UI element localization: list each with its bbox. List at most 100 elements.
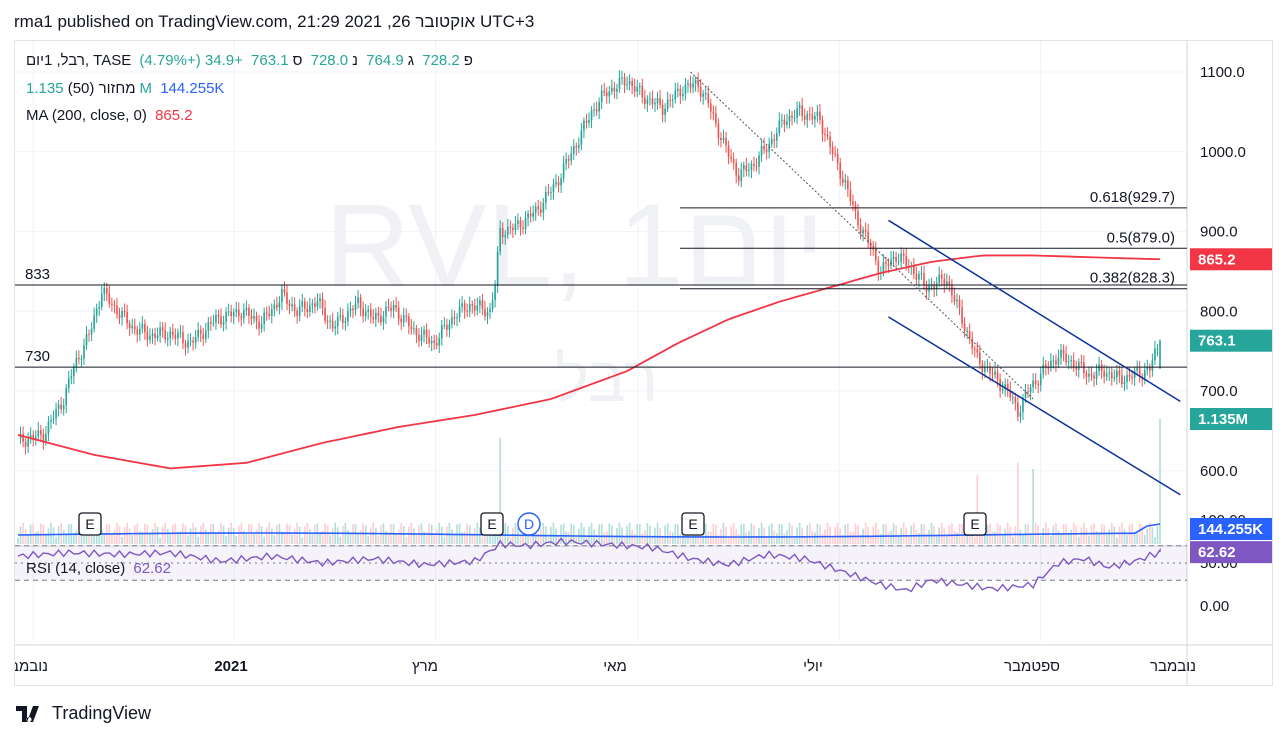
volume-bar — [1060, 533, 1062, 544]
candle-body — [826, 135, 829, 137]
candle-body — [230, 311, 232, 317]
candle-body — [633, 86, 636, 92]
published-header: rma1 published on TradingView.com, 21:29… — [14, 12, 535, 31]
candle-body — [651, 98, 654, 105]
volume-bar — [131, 535, 134, 544]
volume-bar — [397, 529, 400, 544]
volume-bar — [928, 530, 930, 544]
volume-bar — [423, 531, 425, 544]
candle-body — [385, 306, 387, 317]
fib-label: 0.618(929.7) — [1090, 189, 1175, 206]
volume-bar — [1085, 528, 1088, 544]
candle-body — [1121, 375, 1123, 385]
volume-bar — [159, 537, 161, 544]
candle-body — [552, 184, 555, 193]
volume-bar — [270, 528, 273, 544]
time-tick-label: מרץ — [412, 658, 438, 675]
candle-body — [260, 323, 263, 329]
candle-body — [40, 430, 42, 435]
candle-body — [900, 253, 902, 262]
candle-body — [1088, 373, 1090, 377]
candle-body — [1085, 373, 1088, 377]
candle-body — [407, 316, 410, 327]
candle-body — [1024, 391, 1027, 398]
chart-canvas[interactable]: RVL, 1יום רבל 833 730 0.618(929.7) 0.5(879… — [2, 41, 1272, 685]
time-axis[interactable]: נובמבר 2021 מרץ מאי יולי ספטמבר נובמבר — [2, 644, 1272, 675]
candle-body — [1006, 384, 1009, 390]
candle-body — [496, 251, 499, 286]
candle-body — [801, 105, 803, 117]
candle-body — [1133, 370, 1136, 379]
volume-bar — [872, 526, 875, 544]
volume-bar — [925, 533, 928, 544]
candle-body — [100, 293, 103, 307]
candle-body — [765, 149, 768, 152]
candle-body — [715, 113, 717, 124]
volume-bar — [732, 522, 735, 544]
candle-body — [298, 306, 301, 316]
candle-body — [644, 97, 646, 104]
candle-body — [111, 303, 113, 305]
rsi-badge — [1190, 541, 1272, 564]
volume-bar — [1146, 528, 1149, 544]
candle-body — [349, 308, 352, 311]
volume-bar — [1105, 534, 1108, 544]
volume-bar — [1090, 525, 1093, 544]
price-tick-label: 800.0 — [1200, 303, 1238, 320]
candle-body — [1039, 373, 1042, 386]
volume-bar — [864, 522, 867, 544]
candle-body — [1143, 369, 1146, 379]
candle-body — [1050, 360, 1052, 368]
volume-bar — [1017, 462, 1019, 544]
candle-body — [316, 301, 319, 307]
candle-body — [862, 229, 864, 234]
low-label: נ — [352, 52, 358, 69]
volume-bar — [1138, 523, 1141, 544]
price-axis[interactable]: 1100.01000.0900.0800.0700.0600.0100.0050… — [1190, 64, 1272, 615]
volume-bar — [882, 524, 885, 544]
volume-bar — [806, 525, 809, 544]
trend-drawings[interactable] — [690, 71, 1181, 496]
candle-body — [392, 305, 395, 311]
volume-bar — [892, 523, 895, 544]
volume-bar — [321, 531, 324, 544]
candle-body — [448, 324, 451, 330]
candle-body — [314, 303, 316, 307]
candle-body — [217, 314, 220, 317]
volume-bar — [369, 527, 372, 544]
candle-body — [159, 327, 161, 336]
volume-bar — [326, 525, 329, 544]
volume-bar — [1067, 533, 1070, 544]
candle-body — [479, 300, 481, 306]
candle-body — [1029, 387, 1032, 393]
volume-bar — [314, 524, 316, 544]
volume-bar — [956, 532, 958, 544]
volume-bar — [100, 530, 103, 544]
candle-body — [73, 366, 75, 377]
candle-body — [697, 79, 699, 87]
volume-bar — [128, 528, 131, 544]
volume-bar — [171, 524, 174, 544]
tradingview-footer[interactable]: TradingView — [16, 703, 151, 724]
volume-bar — [1075, 525, 1078, 544]
candle-body — [265, 312, 268, 314]
candle-body — [1110, 372, 1113, 379]
candle-body — [1131, 376, 1133, 379]
candle-body — [918, 274, 920, 280]
chart-frame[interactable]: RVL, 1יום רבל 833 730 0.618(929.7) 0.5(879… — [2, 40, 1273, 686]
volume-bar — [1088, 535, 1090, 544]
volume-bar — [504, 523, 507, 544]
candle-body — [250, 315, 253, 319]
volume-bar — [768, 525, 771, 544]
candle-body — [679, 88, 682, 97]
volume-bar — [1143, 535, 1146, 544]
candle-body — [232, 312, 235, 317]
volume-bar — [803, 535, 806, 544]
candle-body — [440, 325, 443, 339]
candle-body — [293, 304, 296, 311]
candle-body — [174, 335, 177, 339]
volume-bar — [791, 525, 793, 544]
volume-bar — [65, 533, 68, 544]
candle-body — [859, 225, 862, 234]
